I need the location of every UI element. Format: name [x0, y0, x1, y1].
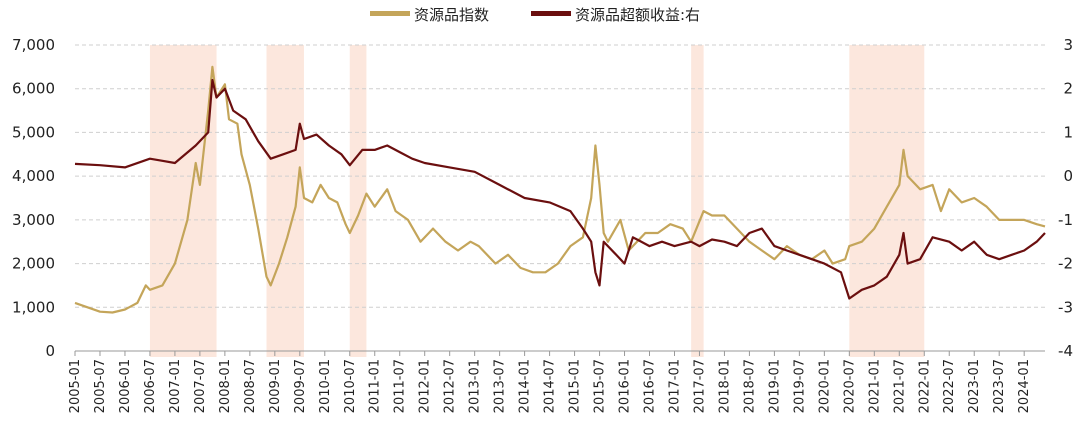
x-tick-label: 2011-07 — [393, 359, 408, 413]
y-left-tick-label: 4,000 — [12, 167, 55, 185]
y-right-tick-label: -4 — [1058, 342, 1073, 360]
x-tick-label: 2013-07 — [493, 359, 508, 413]
x-tick-label: 2005-07 — [93, 359, 108, 413]
x-tick-label: 2015-01 — [568, 359, 583, 413]
shaded-period-1 — [266, 45, 304, 357]
x-tick-label: 2022-01 — [917, 359, 932, 413]
y-left-tick-label: 2,000 — [12, 255, 55, 273]
x-tick-label: 2023-01 — [967, 359, 982, 413]
legend: 资源品指数 资源品超额收益:右 — [370, 6, 700, 24]
x-tick-label: 2009-01 — [268, 359, 283, 413]
y-left-tick-label: 0 — [45, 342, 55, 360]
legend-label-0: 资源品指数 — [414, 6, 489, 24]
x-tick-label: 2024-01 — [1017, 359, 1032, 413]
y-right-tick-label: 1 — [1063, 123, 1073, 141]
x-tick-label: 2012-01 — [418, 359, 433, 413]
x-tick-label: 2008-07 — [243, 359, 258, 413]
x-tick-label: 2017-01 — [667, 359, 682, 413]
shaded-periods — [149, 45, 925, 357]
legend-swatch-1 — [531, 11, 571, 16]
x-tick-label: 2018-07 — [742, 359, 757, 413]
y-left-tick-label: 3,000 — [12, 211, 55, 229]
x-tick-label: 2009-07 — [293, 359, 308, 413]
y-right-tick-label: 2 — [1063, 80, 1073, 98]
y-left-tick-label: 6,000 — [12, 80, 55, 98]
x-tick-label: 2021-07 — [892, 359, 907, 413]
tick-labels: 0 1,000 2,000 3,000 4,000 5,000 6,000 7,000 -4 -3… — [12, 36, 1073, 413]
x-tick-label: 2021-01 — [867, 359, 882, 413]
x-tick-label: 2010-01 — [318, 359, 333, 413]
x-tick-label: 2020-07 — [842, 359, 857, 413]
axes — [74, 350, 1045, 356]
x-tick-label: 2006-07 — [143, 359, 158, 413]
shaded-period-0 — [149, 45, 217, 357]
x-tick-label: 2008-01 — [218, 359, 233, 413]
shaded-period-3 — [691, 45, 704, 357]
x-tick-label: 2019-01 — [767, 359, 782, 413]
x-tick-label: 2013-01 — [468, 359, 483, 413]
x-tick-label: 2020-01 — [817, 359, 832, 413]
y-left-tick-label: 7,000 — [12, 36, 55, 54]
x-tick-label: 2005-01 — [68, 359, 83, 413]
y-left-tick-label: 1,000 — [12, 298, 55, 316]
x-tick-label: 2018-01 — [717, 359, 732, 413]
x-tick-label: 2023-07 — [992, 359, 1007, 413]
x-tick-label: 2016-01 — [618, 359, 633, 413]
x-tick-label: 2011-01 — [368, 359, 383, 413]
x-tick-label: 2010-07 — [343, 359, 358, 413]
legend-swatch-0 — [370, 11, 410, 16]
y-right-tick-label: -2 — [1058, 255, 1073, 273]
y-left-tick-label: 5,000 — [12, 123, 55, 141]
x-tick-label: 2012-07 — [443, 359, 458, 413]
x-tick-label: 2006-01 — [118, 359, 133, 413]
y-right-tick-label: -3 — [1058, 298, 1073, 316]
shaded-period-4 — [849, 45, 925, 357]
x-tick-label: 2007-01 — [168, 359, 183, 413]
x-tick-label: 2016-07 — [643, 359, 658, 413]
x-tick-label: 2014-01 — [518, 359, 533, 413]
x-tick-label: 2017-07 — [692, 359, 707, 413]
series-line-1 — [74, 78, 1046, 300]
y-right-tick-label: 0 — [1063, 167, 1073, 185]
series-line-0 — [74, 65, 1046, 314]
x-tick-label: 2007-07 — [193, 359, 208, 413]
x-tick-label: 2019-07 — [792, 359, 807, 413]
x-tick-label: 2014-07 — [543, 359, 558, 413]
x-tick-label: 2015-07 — [593, 359, 608, 413]
x-tick-label: 2022-07 — [942, 359, 957, 413]
y-right-tick-label: -1 — [1058, 211, 1073, 229]
shaded-period-2 — [349, 45, 367, 357]
series-lines — [74, 65, 1046, 314]
grid — [75, 44, 1045, 308]
y-right-tick-label: 3 — [1063, 36, 1073, 54]
legend-label-1: 资源品超额收益:右 — [575, 6, 700, 24]
